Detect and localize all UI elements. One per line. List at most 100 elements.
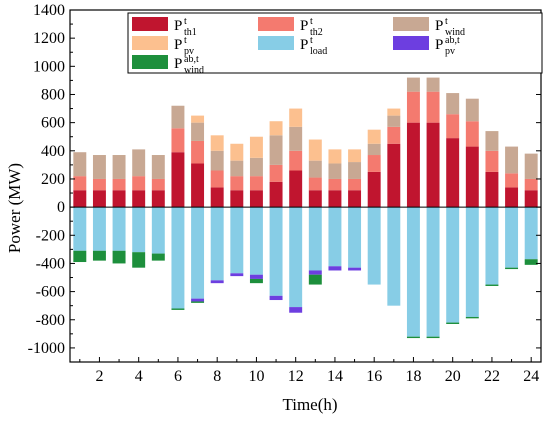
bar-segment-series-4-hour-6 [171,207,185,309]
bar-segment-series-0-hour-10 [249,190,263,208]
bar-segment-series-1-hour-13 [308,177,322,191]
bar-segment-series-1-hour-19 [426,91,440,123]
legend-label-superscript: t [310,16,313,27]
bar-segment-series-6-hour-22 [485,284,499,286]
bar-segment-series-2-hour-17 [387,115,401,127]
bar-segment-series-2-hour-22 [485,131,499,151]
bar-segment-series-0-hour-23 [505,187,519,208]
bar-segment-series-4-hour-7 [191,207,205,299]
y-tick-label: -1000 [28,340,65,357]
bar-segment-series-0-hour-21 [465,146,479,208]
legend-label: P [174,18,182,34]
y-tick-label: 1200 [33,30,65,47]
y-tick-label: -600 [36,284,65,301]
bar-segment-series-0-hour-15 [348,190,362,208]
legend-label-subscript: th1 [184,27,197,38]
bar-segment-series-1-hour-18 [406,91,420,123]
bar-segment-series-6-hour-1 [73,250,87,263]
legend-swatch [132,17,168,31]
bar-segment-series-3-hour-16 [367,129,381,144]
bar-segment-series-2-hour-12 [289,126,303,151]
bar-segment-series-3-hour-10 [249,136,263,158]
bar-segment-series-1-hour-1 [73,176,87,191]
bar-segment-series-1-hour-7 [191,140,205,164]
bar-segment-series-0-hour-8 [210,187,224,208]
x-tick-label: 24 [523,368,539,385]
bar-segment-series-0-hour-16 [367,171,381,208]
bar-segment-series-4-hour-17 [387,207,401,306]
bar-segment-series-1-hour-6 [171,128,185,153]
x-tick-label: 22 [484,368,500,385]
bar-segment-series-2-hour-1 [73,152,87,177]
y-tick-label: -200 [36,227,65,244]
bar-segment-series-0-hour-6 [171,152,185,208]
bar-segment-series-2-hour-7 [191,122,205,141]
legend-label-subscript: wind [445,27,465,38]
bar-segment-series-1-hour-24 [524,178,538,191]
bar-segment-series-6-hour-2 [92,250,106,261]
legend-label-superscript: ab,t [445,35,460,46]
bar-segment-series-1-hour-16 [367,155,381,172]
legend-label-superscript: t [310,35,313,46]
bar-segment-series-0-hour-4 [132,190,146,208]
legend-swatch [258,36,294,50]
bar-segment-series-5-hour-13 [308,270,322,275]
bar-segment-series-2-hour-16 [367,143,381,156]
bar-segment-series-2-hour-5 [151,155,165,179]
bar-segment-series-6-hour-20 [446,322,460,324]
bar-segment-series-3-hour-15 [348,149,362,163]
bar-segment-series-0-hour-24 [524,190,538,208]
bar-segment-series-4-hour-19 [426,207,440,337]
bar-segment-series-6-hour-13 [308,274,322,285]
bar-segment-series-1-hour-15 [348,178,362,191]
bar-segment-series-0-hour-17 [387,143,401,208]
axes-layer: -1000 -800 -600 -400 -200 0 200 400 600 800 1000 12… [28,2,542,385]
bar-segment-series-5-hour-10 [249,274,263,279]
legend-label: P [435,37,443,53]
legend-label: P [300,18,308,34]
bars-layer [73,77,538,339]
x-tick-label: 16 [366,368,382,385]
legend-swatch [132,36,168,50]
bar-segment-series-5-hour-9 [230,273,244,277]
bar-segment-series-1-hour-2 [92,178,106,191]
bar-segment-series-0-hour-1 [73,190,87,208]
bar-segment-series-0-hour-11 [269,181,283,208]
legend-label: P [435,18,443,34]
y-tick-label: 1000 [33,58,65,75]
bar-segment-series-3-hour-9 [230,143,244,161]
y-tick-label: 1400 [33,2,65,19]
bar-segment-series-2-hour-20 [446,93,460,115]
bar-segment-series-2-hour-13 [308,160,322,178]
bar-segment-series-2-hour-21 [465,98,479,122]
bar-segment-series-4-hour-22 [485,207,499,285]
legend-label-superscript: t [445,16,448,27]
x-axis-title: Time(h) [282,395,337,414]
bar-segment-series-2-hour-8 [210,150,224,171]
bar-segment-series-1-hour-11 [269,164,283,182]
x-tick-label: 6 [174,368,182,385]
bar-segment-series-6-hour-18 [406,336,420,339]
bar-segment-series-4-hour-23 [505,207,519,268]
bar-segment-series-0-hour-14 [328,190,342,208]
bar-segment-series-1-hour-12 [289,150,303,171]
bar-segment-series-1-hour-14 [328,178,342,191]
legend-label-subscript: wind [184,65,204,76]
bar-segment-series-6-hour-3 [112,250,126,264]
bar-segment-series-1-hour-20 [446,114,460,139]
y-tick-label: 200 [41,171,65,188]
bar-segment-series-4-hour-15 [348,207,362,268]
bar-segment-series-0-hour-18 [406,122,420,208]
bar-segment-series-4-hour-16 [367,207,381,285]
legend-label-superscript: t [184,16,187,27]
bar-segment-series-2-hour-6 [171,105,185,129]
y-tick-label: 800 [41,86,65,103]
bar-segment-series-4-hour-5 [151,207,165,254]
bar-segment-series-1-hour-22 [485,150,499,172]
bar-segment-series-4-hour-24 [524,207,538,260]
bar-segment-series-6-hour-21 [465,316,479,319]
x-tick-label: 12 [288,368,304,385]
legend-swatch [132,55,168,69]
y-tick-label: 600 [41,115,65,132]
